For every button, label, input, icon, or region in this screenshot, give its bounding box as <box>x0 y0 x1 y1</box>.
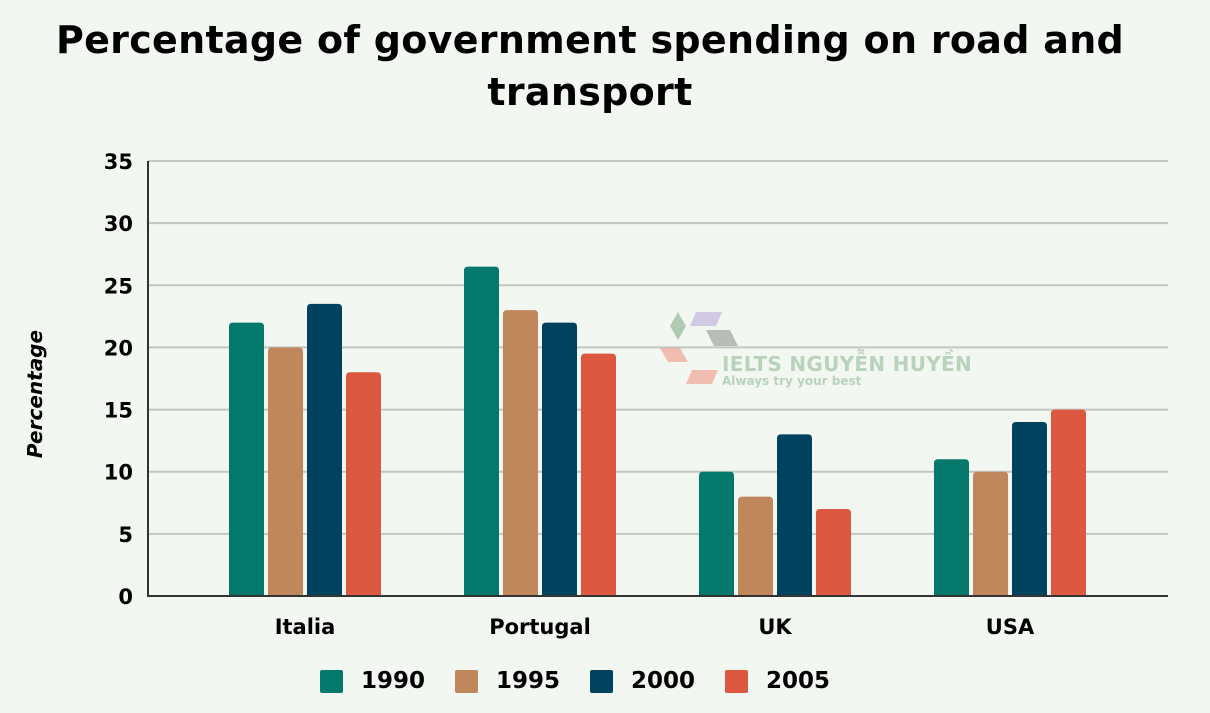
legend-swatch-1995 <box>455 669 479 693</box>
legend-item-1995: 1995 <box>455 668 560 694</box>
chart-title-line-2: transport <box>487 70 693 114</box>
bars <box>229 266 1086 596</box>
y-tick-label: 10 <box>104 461 133 485</box>
bar-italia-1995 <box>268 347 303 596</box>
y-axis-label: Percentage <box>23 330 47 458</box>
y-tick-label: 25 <box>104 274 133 298</box>
x-category-label: Portugal <box>489 615 591 639</box>
bar-italia-2000 <box>307 303 342 596</box>
bar-usa-1990 <box>934 459 969 596</box>
watermark-title: IELTS NGUYỄN HUYỀN <box>722 352 973 376</box>
x-category-label: Italia <box>275 615 336 639</box>
bar-italia-1990 <box>229 322 264 596</box>
legend-item-1990: 1990 <box>320 668 425 694</box>
y-tick-labels: 0 5 10 15 20 25 30 35 <box>104 150 133 609</box>
bar-portugal-2005 <box>581 353 616 596</box>
legend-swatch-2000 <box>590 669 614 693</box>
y-tick-label: 5 <box>118 523 133 547</box>
bar-uk-1995 <box>738 496 773 596</box>
legend: 1990 1995 2000 2005 <box>320 668 860 694</box>
bar-portugal-2000 <box>542 322 577 596</box>
chart-title-line-1: Percentage of government spending on roa… <box>55 18 1125 62</box>
bar-portugal-1990 <box>464 266 499 596</box>
x-category-labels: Italia Portugal UK USA <box>275 615 1035 639</box>
y-tick-label: 30 <box>104 212 133 236</box>
x-category-label: UK <box>758 615 792 639</box>
legend-swatch-1990 <box>320 669 343 693</box>
y-tick-label: 35 <box>104 150 133 174</box>
legend-label-2005: 2005 <box>766 668 831 694</box>
legend-item-2000: 2000 <box>590 668 695 694</box>
bar-usa-2000 <box>1012 422 1047 596</box>
bar-italia-2005 <box>346 372 381 596</box>
bar-uk-2005 <box>816 509 851 596</box>
bar-portugal-1995 <box>503 310 538 596</box>
legend-label-2000: 2000 <box>631 668 696 694</box>
bar-uk-2000 <box>777 434 812 596</box>
legend-label-1990: 1990 <box>361 668 426 694</box>
x-category-label: USA <box>986 615 1035 639</box>
chart-title: Percentage of government spending on roa… <box>0 14 1180 118</box>
watermark-tagline: Always try your best <box>722 374 862 388</box>
bar-uk-1990 <box>699 471 734 596</box>
legend-item-2005: 2005 <box>725 668 830 694</box>
legend-label-1995: 1995 <box>496 668 561 694</box>
ielts-logo-icon <box>660 312 738 384</box>
bar-usa-2005 <box>1051 409 1086 596</box>
watermark-logo: IELTS NGUYỄN HUYỀN Always try your best <box>660 308 972 392</box>
bar-usa-1995 <box>973 471 1008 596</box>
y-tick-label: 15 <box>104 399 133 423</box>
y-tick-label: 0 <box>118 585 133 609</box>
y-tick-label: 20 <box>104 336 133 360</box>
legend-swatch-2005 <box>725 669 749 693</box>
axes <box>147 161 1168 597</box>
